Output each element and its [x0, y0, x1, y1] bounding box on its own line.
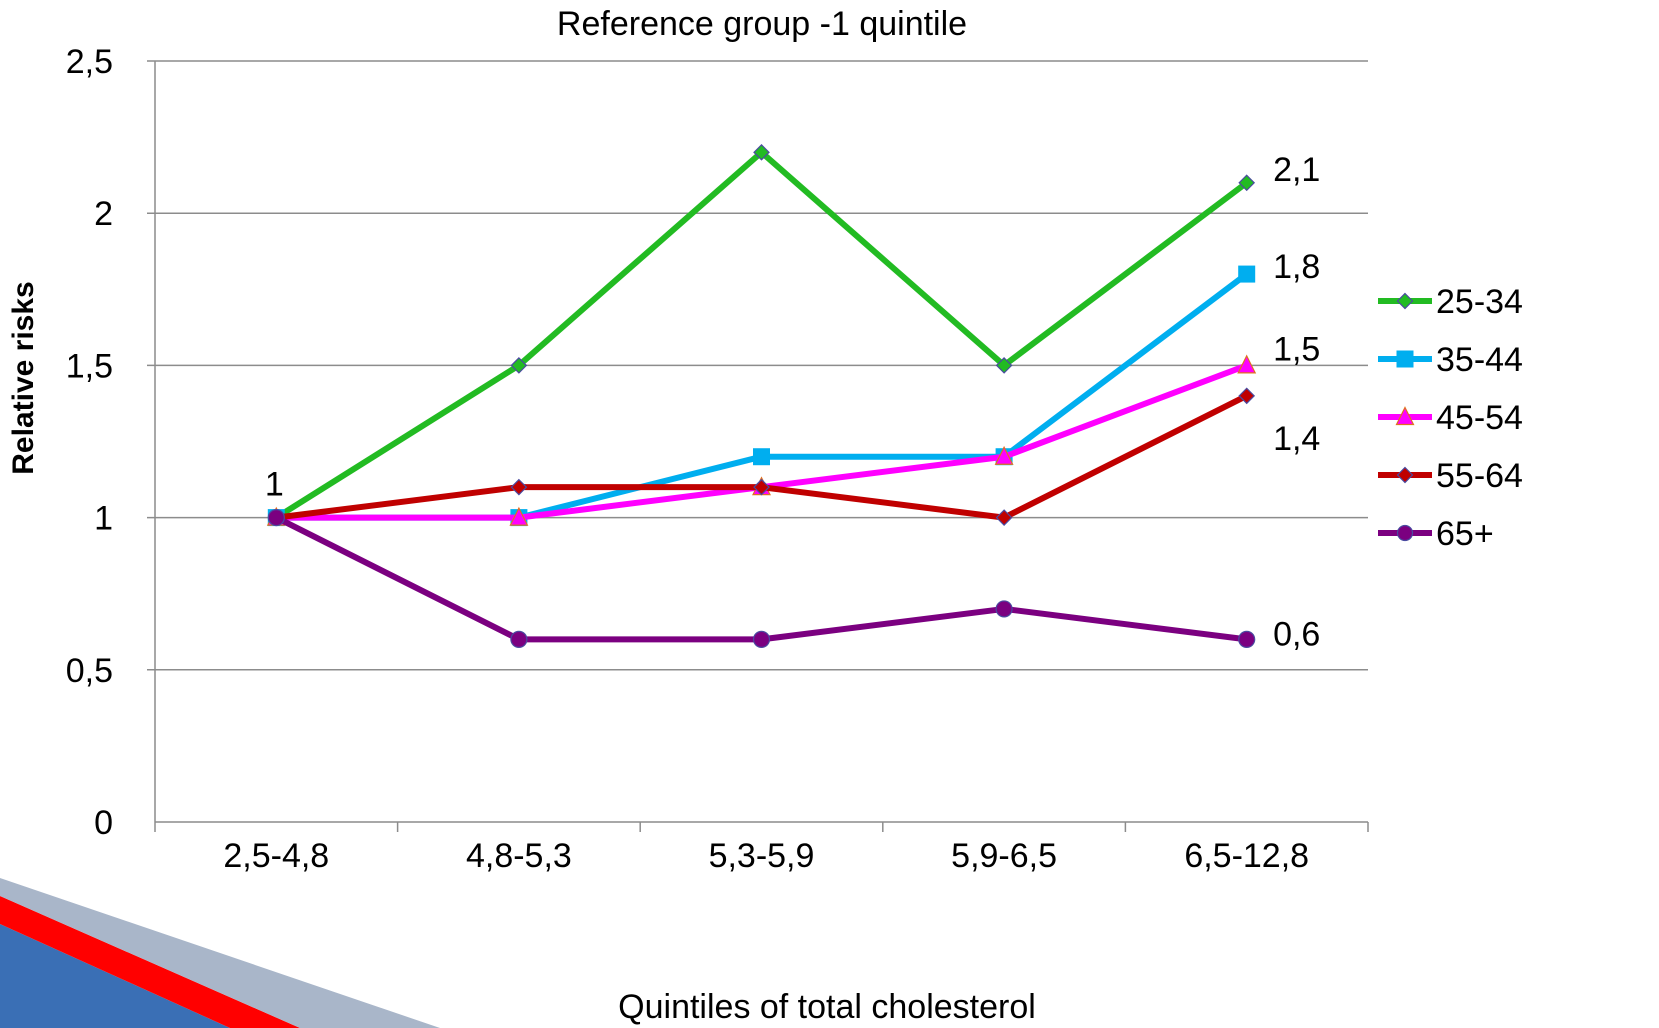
- data-label: 1: [265, 466, 284, 504]
- data-point: [267, 508, 285, 527]
- legend-item-25-34: 25-34: [1378, 283, 1523, 321]
- series-55-64: [267, 387, 1256, 526]
- legend-swatch-marker: [1396, 466, 1414, 484]
- y-tick-labels: 0 0,5 1 1,5 2 2,5: [66, 43, 113, 842]
- data-label: 0,6: [1273, 615, 1320, 653]
- ribbon-grey: [0, 878, 440, 1028]
- legend-label: 55-64: [1436, 457, 1523, 495]
- corner-ribbon: [0, 878, 440, 1028]
- chart-title: Reference group -1 quintile: [557, 5, 967, 43]
- y-tick-label: 0: [94, 804, 113, 842]
- axes: [154, 61, 1369, 832]
- legend-swatch-marker: [1396, 292, 1414, 310]
- legend-label: 25-34: [1436, 283, 1523, 321]
- y-tick-label: 2,5: [66, 43, 113, 81]
- legend-swatch-marker: [1396, 350, 1414, 368]
- data-label: 1,4: [1273, 420, 1320, 458]
- data-label: 1,8: [1273, 248, 1320, 286]
- x-tick-label: 5,9-6,5: [951, 837, 1057, 875]
- data-point: [510, 357, 528, 374]
- y-tick-label: 1: [94, 500, 113, 538]
- y-tick-label: 0,5: [66, 652, 113, 690]
- legend-swatch-marker: [1396, 524, 1414, 542]
- y-tick-label: 1,5: [66, 347, 113, 385]
- data-point: [1238, 387, 1256, 405]
- legend-label: 35-44: [1436, 341, 1523, 379]
- data-point: [995, 357, 1013, 374]
- data-point: [510, 478, 528, 496]
- legend-label: 45-54: [1436, 399, 1523, 437]
- legend-item-65+: 65+: [1378, 515, 1494, 553]
- legend: 25-34 35-44 45-54 55-64 65+: [1378, 283, 1523, 553]
- data-point: [995, 509, 1013, 526]
- legend-item-35-44: 35-44: [1378, 341, 1523, 379]
- series-65+: [267, 508, 1256, 648]
- x-tick-label: 5,3-5,9: [709, 837, 815, 875]
- data-point: [1237, 354, 1257, 374]
- y-tick-label: 2: [94, 195, 113, 233]
- series-lines: [266, 143, 1257, 648]
- x-tick-label: 2,5-4,8: [223, 837, 329, 875]
- x-tick-labels: 2,5-4,8 4,8-5,3 5,3-5,9 5,9-6,5 6,5-12,8: [223, 837, 1309, 875]
- data-point: [510, 630, 528, 648]
- data-label: 2,1: [1273, 151, 1320, 189]
- data-point: [995, 600, 1013, 618]
- x-tick-label: 6,5-12,8: [1184, 837, 1309, 875]
- data-point: [753, 478, 770, 496]
- legend-item-45-54: 45-54: [1378, 399, 1523, 437]
- data-labels: 1 2,1 1,8 1,5 1,4 0,6: [265, 151, 1320, 654]
- data-point: [1238, 630, 1256, 648]
- data-point: [509, 506, 529, 526]
- series-line: [274, 514, 1248, 643]
- x-axis-label: Quintiles of total cholesterol: [618, 988, 1036, 1026]
- y-axis-label: Relative risks: [7, 281, 40, 474]
- legend-label: 65+: [1436, 515, 1494, 553]
- data-point: [752, 630, 771, 648]
- x-tick-label: 4,8-5,3: [466, 837, 572, 875]
- data-point: [994, 445, 1014, 465]
- data-point: [1238, 265, 1256, 283]
- data-point: [753, 143, 770, 161]
- legend-swatch-marker: [1395, 406, 1415, 426]
- data-point: [1238, 174, 1256, 192]
- data-point: [753, 448, 770, 466]
- data-label: 1,5: [1273, 330, 1320, 368]
- legend-item-55-64: 55-64: [1378, 457, 1523, 495]
